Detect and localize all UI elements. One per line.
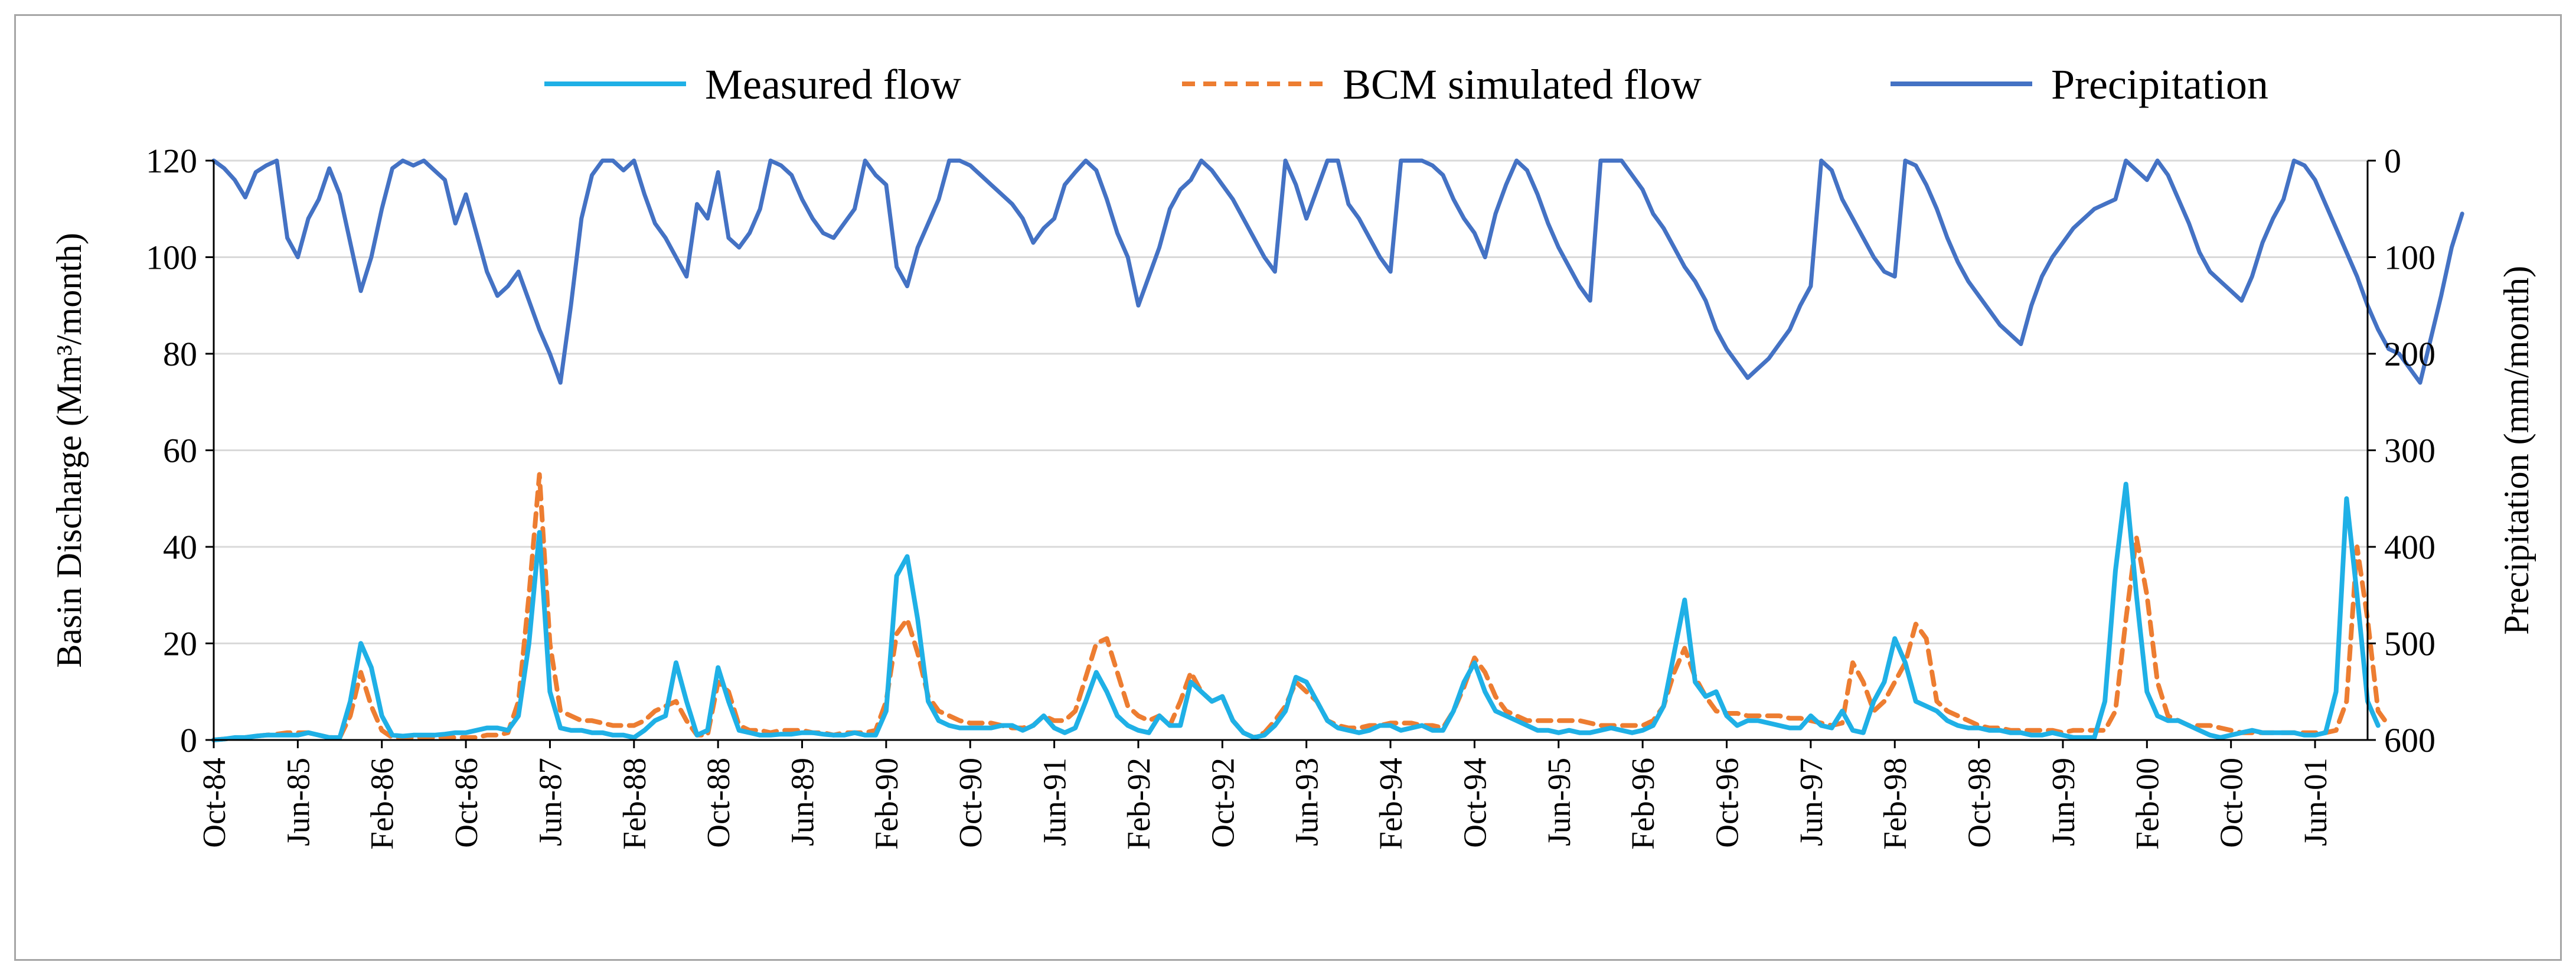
chart: Measured flow BCM simulated flow Precipita… bbox=[50, 61, 2536, 850]
x-tick-label: Oct-96 bbox=[1709, 758, 1745, 848]
x-tick-label: Oct-88 bbox=[700, 758, 736, 848]
y2-axis-title: Precipitation (mm/month) bbox=[2497, 266, 2536, 635]
x-tick-label: Jun-95 bbox=[1541, 758, 1577, 846]
y2-tick-label: 0 bbox=[2384, 142, 2401, 180]
series-line-precipitation bbox=[211, 158, 2464, 385]
x-axis-ticks: Oct-84 Jun-85 Feb-86 Oct-86 Jun-87 Feb-88 Oct-… bbox=[196, 740, 2333, 850]
x-tick-label: Feb-90 bbox=[869, 758, 905, 850]
x-tick-label: Feb-98 bbox=[1877, 758, 1913, 850]
gridlines bbox=[214, 159, 2368, 741]
chart-frame: Measured flow BCM simulated flow Precipita… bbox=[14, 14, 2562, 961]
x-tick-label: Feb-00 bbox=[2129, 758, 2165, 850]
legend-label-measured-flow: Measured flow bbox=[705, 61, 961, 108]
y-tick-label: 60 bbox=[163, 432, 197, 470]
x-tick-label: Oct-92 bbox=[1204, 758, 1240, 848]
y-axis-title: Basin Discharge (Mm³/month) bbox=[50, 233, 89, 668]
y-axis-ticks: 0 20 40 60 80 100 120 bbox=[146, 142, 214, 759]
x-tick-label: Jun-89 bbox=[785, 758, 821, 846]
series-line-measured-flow bbox=[211, 481, 2381, 742]
x-tick-label: Feb-96 bbox=[1625, 758, 1661, 850]
x-tick-label: Jun-87 bbox=[532, 758, 568, 846]
legend-label-bcm-simulated-flow: BCM simulated flow bbox=[1343, 61, 1702, 108]
x-tick-label: Oct-84 bbox=[196, 758, 232, 848]
series-layer bbox=[211, 158, 2464, 742]
y-tick-label: 80 bbox=[163, 335, 197, 373]
x-tick-label: Jun-85 bbox=[280, 758, 316, 846]
y2-tick-label: 300 bbox=[2384, 432, 2435, 470]
legend-label-precipitation: Precipitation bbox=[2051, 61, 2268, 108]
y2-tick-label: 200 bbox=[2384, 335, 2435, 373]
y-tick-label: 100 bbox=[146, 239, 197, 277]
y2-tick-label: 100 bbox=[2384, 239, 2435, 277]
x-tick-label: Feb-86 bbox=[364, 758, 400, 850]
x-tick-label: Jun-01 bbox=[2297, 758, 2333, 846]
series-line-bcm-simulated-flow bbox=[211, 472, 2391, 742]
x-tick-label: Oct-86 bbox=[448, 758, 484, 848]
y2-axis-ticks: 600 500 400 300 200 100 0 bbox=[2368, 142, 2435, 759]
x-tick-label: Oct-00 bbox=[2213, 758, 2249, 848]
y-tick-label: 40 bbox=[163, 528, 197, 566]
y-tick-label: 20 bbox=[163, 625, 197, 663]
x-tick-label: Jun-91 bbox=[1037, 758, 1073, 846]
legend: Measured flow BCM simulated flow Precipita… bbox=[544, 61, 2268, 108]
x-tick-label: Feb-88 bbox=[616, 758, 652, 850]
y2-tick-label: 600 bbox=[2384, 721, 2435, 759]
y-tick-label: 0 bbox=[180, 721, 197, 759]
y2-tick-label: 400 bbox=[2384, 528, 2435, 566]
x-tick-label: Oct-94 bbox=[1457, 758, 1493, 848]
x-tick-label: Feb-92 bbox=[1121, 758, 1157, 850]
x-tick-label: Oct-98 bbox=[1961, 758, 1997, 848]
x-tick-label: Oct-90 bbox=[952, 758, 988, 848]
x-tick-label: Jun-93 bbox=[1289, 758, 1325, 846]
y-tick-label: 120 bbox=[146, 142, 197, 180]
y2-tick-label: 500 bbox=[2384, 625, 2435, 663]
x-tick-label: Jun-97 bbox=[1793, 758, 1829, 846]
x-tick-label: Jun-99 bbox=[2045, 758, 2081, 846]
x-tick-label: Feb-94 bbox=[1373, 758, 1409, 850]
